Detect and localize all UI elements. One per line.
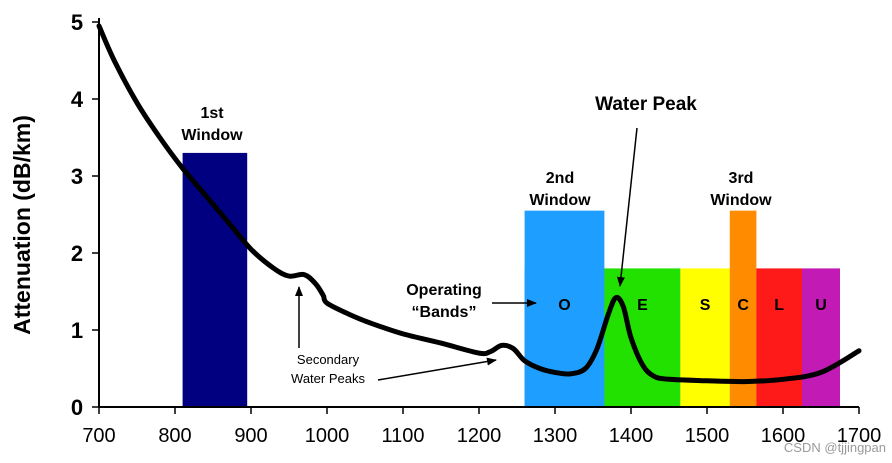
secondary-peaks-label-line2: Water Peaks: [291, 371, 365, 386]
operating-bands-label-line1: Operating: [406, 282, 482, 299]
y-tick-label: 2: [71, 241, 83, 266]
third-window-label-line1: 3rd: [729, 170, 754, 187]
y-axis-label: Attenuation (dB/km): [9, 115, 35, 335]
x-tick-label: 1700: [837, 425, 882, 447]
band-label-l: L: [774, 297, 784, 314]
x-tick-label: 1000: [305, 425, 350, 447]
band-o: [524, 268, 605, 407]
band-label-s: S: [700, 297, 711, 314]
x-tick-label: 1500: [685, 425, 730, 447]
ticks-layer: 700 800 900 1000 1100 1200 1300 1400 1500 1600 170…: [71, 10, 881, 447]
water-peak-arrow: [616, 127, 638, 287]
x-tick-label: 1300: [533, 425, 578, 447]
y-tick-label: 1: [71, 318, 83, 343]
x-tick-label: 700: [82, 425, 115, 447]
x-tick-label: 1100: [381, 425, 424, 447]
curve-layer: [96, 23, 862, 385]
x-tick-label: 1200: [457, 425, 502, 447]
band-l: [756, 268, 802, 407]
third-window-label-line2: Window: [710, 192, 772, 209]
water-peak-label: Water Peak: [595, 94, 697, 115]
band-label-c: C: [737, 297, 749, 314]
annotation-layer: Attenuation (dB/km) 1st Window 2nd Windo…: [9, 94, 886, 455]
operating-bands-label-line2: “Bands”: [412, 304, 477, 321]
watermark: CSDN @tjjingpan: [784, 440, 886, 455]
second-window-label-line1: 2nd: [546, 170, 574, 187]
x-tick-label: 1600: [761, 425, 806, 447]
y-tick-label: 0: [71, 395, 83, 420]
band-u: [802, 268, 840, 407]
x-tick-label: 1400: [609, 425, 654, 447]
secondary-peaks-arrow-right: [377, 357, 497, 381]
band-c: [729, 268, 757, 407]
y-tick-label: 3: [71, 164, 83, 189]
band-label-o: O: [558, 297, 570, 314]
y-tick-label: 5: [71, 10, 83, 35]
x-tick-label: 800: [158, 425, 191, 447]
band-label-e: E: [637, 297, 648, 314]
second-window-label-line2: Window: [529, 192, 591, 209]
first-window-label-line1: 1st: [200, 105, 224, 122]
band-e: [604, 268, 681, 407]
window-bar-1: [182, 152, 248, 407]
band-label-u: U: [815, 297, 827, 314]
x-tick-label: 900: [234, 425, 267, 447]
attenuation-curve: [96, 23, 862, 385]
first-window-label-line2: Window: [181, 127, 243, 144]
secondary-peaks-label-line1: Secondary: [297, 352, 360, 367]
y-tick-label: 4: [71, 87, 84, 112]
band-s: [680, 268, 730, 407]
